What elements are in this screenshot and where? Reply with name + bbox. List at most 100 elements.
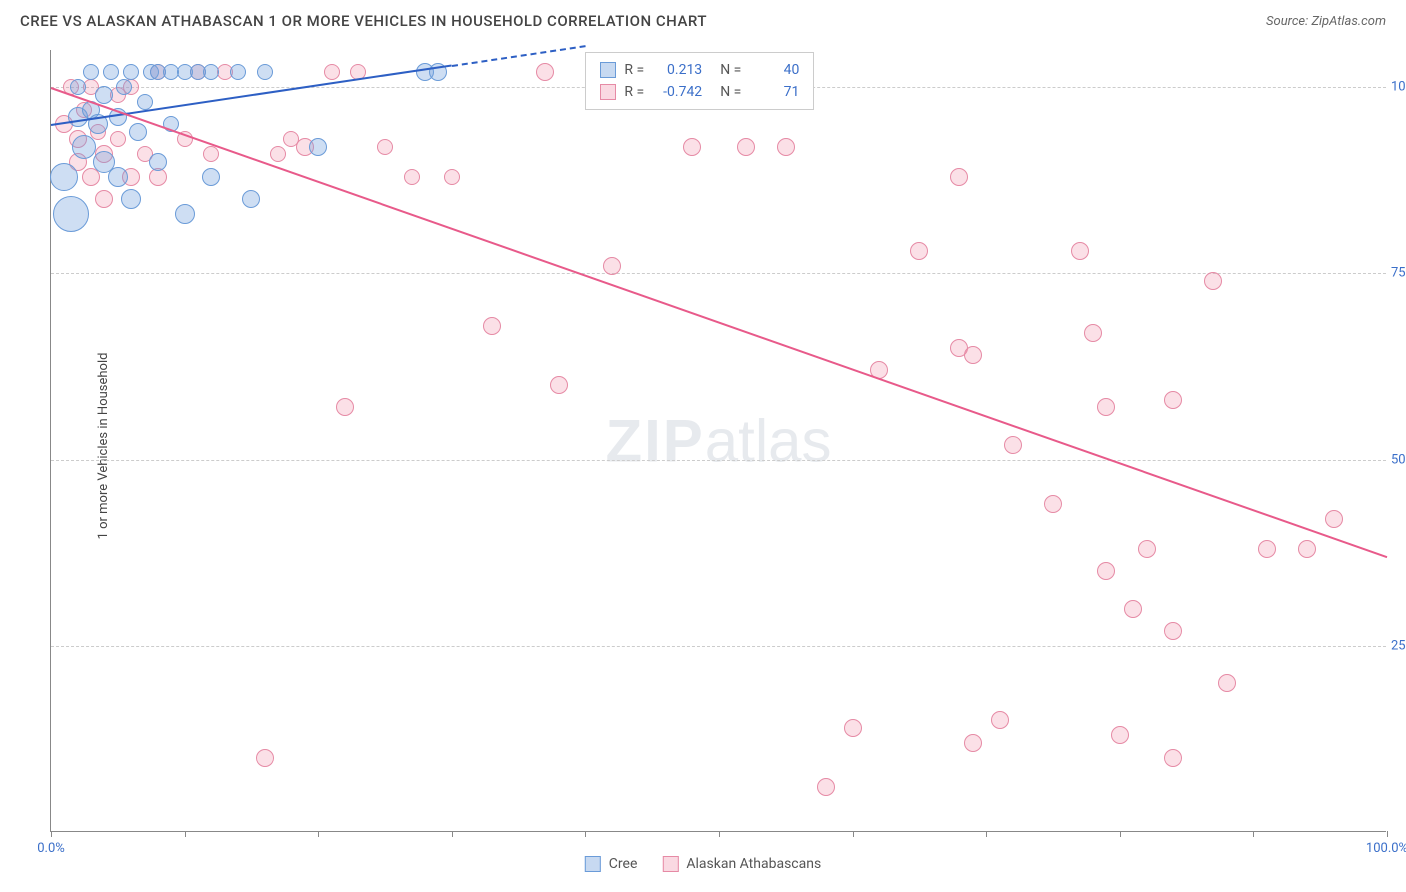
data-point	[1218, 674, 1236, 692]
data-point	[683, 138, 701, 156]
legend-label: Cree	[609, 856, 638, 872]
data-point	[257, 64, 273, 80]
data-point	[72, 135, 96, 159]
x-tick-label: 0.0%	[37, 841, 65, 856]
data-point	[149, 153, 167, 171]
data-point	[1325, 510, 1343, 528]
data-point	[230, 64, 246, 80]
data-point	[103, 64, 119, 80]
data-point	[95, 190, 113, 208]
data-point	[1111, 726, 1129, 744]
data-point	[444, 169, 460, 185]
data-point	[1164, 622, 1182, 640]
swatch-icon	[662, 856, 678, 872]
x-tick	[1387, 831, 1388, 837]
data-point	[202, 168, 220, 186]
bottom-legend: Cree Alaskan Athabascans	[585, 856, 821, 872]
x-tick	[1120, 831, 1121, 837]
data-point	[324, 64, 340, 80]
plot-area: ZIPatlas 25.0%50.0%75.0%100.0%0.0%100.0%…	[50, 50, 1386, 832]
data-point	[737, 138, 755, 156]
x-tick	[585, 831, 586, 837]
y-tick-label: 25.0%	[1391, 638, 1406, 653]
data-point	[603, 257, 621, 275]
watermark: ZIPatlas	[605, 406, 831, 475]
x-tick	[986, 831, 987, 837]
data-point	[1164, 391, 1182, 409]
data-point	[175, 204, 195, 224]
legend-label: Alaskan Athabascans	[686, 856, 821, 872]
data-point	[1298, 540, 1316, 558]
x-tick	[719, 831, 720, 837]
data-point	[550, 376, 568, 394]
chart-source: Source: ZipAtlas.com	[1266, 14, 1386, 29]
data-point	[1204, 272, 1222, 290]
data-point	[991, 711, 1009, 729]
y-tick-label: 50.0%	[1391, 452, 1406, 467]
gridline	[51, 646, 1386, 647]
data-point	[964, 734, 982, 752]
chart-title: CREE VS ALASKAN ATHABASCAN 1 OR MORE VEH…	[20, 12, 707, 30]
data-point	[336, 398, 354, 416]
legend-row: R =0.213N =40	[600, 59, 799, 81]
data-point	[964, 346, 982, 364]
data-point	[1071, 242, 1089, 260]
y-tick-label: 100.0%	[1391, 80, 1406, 95]
legend-item-athabascan: Alaskan Athabascans	[662, 856, 821, 872]
legend-item-cree: Cree	[585, 856, 638, 872]
legend-row: R =-0.742N =71	[600, 81, 799, 103]
swatch-icon	[585, 856, 601, 872]
data-point	[309, 138, 327, 156]
data-point	[536, 63, 554, 81]
y-tick-label: 75.0%	[1391, 266, 1406, 281]
data-point	[108, 167, 128, 187]
x-tick-label: 100.0%	[1366, 841, 1406, 856]
data-point	[1097, 398, 1115, 416]
data-point	[950, 168, 968, 186]
data-point	[817, 778, 835, 796]
data-point	[483, 317, 501, 335]
data-point	[377, 139, 393, 155]
data-point	[70, 79, 86, 95]
data-point	[129, 123, 147, 141]
data-point	[50, 163, 78, 191]
x-tick	[185, 831, 186, 837]
data-point	[1004, 436, 1022, 454]
data-point	[404, 169, 420, 185]
swatch-icon	[600, 84, 616, 100]
x-tick	[51, 831, 52, 837]
data-point	[270, 146, 286, 162]
data-point	[777, 138, 795, 156]
data-point	[1084, 324, 1102, 342]
data-point	[110, 131, 126, 147]
data-point	[1124, 600, 1142, 618]
data-point	[1044, 495, 1062, 513]
data-point	[83, 64, 99, 80]
data-point	[1097, 562, 1115, 580]
trend-line	[452, 45, 586, 67]
data-point	[1164, 749, 1182, 767]
data-point	[121, 189, 141, 209]
data-point	[1138, 540, 1156, 558]
data-point	[116, 79, 132, 95]
x-tick	[1253, 831, 1254, 837]
chart-area: ZIPatlas 25.0%50.0%75.0%100.0%0.0%100.0%…	[50, 50, 1386, 832]
x-tick	[318, 831, 319, 837]
data-point	[910, 242, 928, 260]
data-point	[256, 749, 274, 767]
gridline	[51, 273, 1386, 274]
data-point	[203, 64, 219, 80]
data-point	[242, 190, 260, 208]
gridline	[51, 460, 1386, 461]
trend-line	[51, 87, 1388, 558]
data-point	[123, 64, 139, 80]
data-point	[844, 719, 862, 737]
x-tick	[853, 831, 854, 837]
data-point	[1258, 540, 1276, 558]
data-point	[53, 196, 89, 232]
chart-header: CREE VS ALASKAN ATHABASCAN 1 OR MORE VEH…	[0, 0, 1406, 38]
data-point	[137, 94, 153, 110]
x-tick	[452, 831, 453, 837]
correlation-legend: R =0.213N =40R =-0.742N =71	[585, 52, 814, 110]
data-point	[95, 86, 113, 104]
